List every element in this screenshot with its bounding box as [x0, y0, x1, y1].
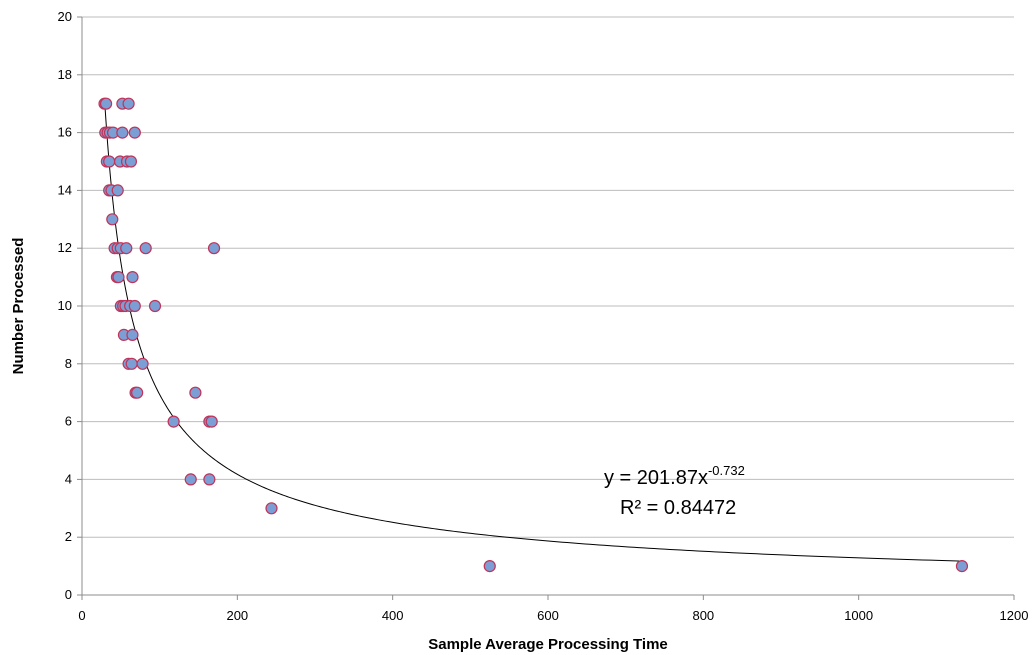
y-tick-label: 10: [58, 298, 72, 313]
y-tick-label: 6: [65, 414, 72, 429]
y-tick-label: 2: [65, 529, 72, 544]
data-point: [128, 126, 141, 139]
x-tick-label: 200: [226, 608, 248, 623]
data-point: [126, 328, 139, 341]
trendline-equation-prefix: y = 201.87x: [604, 467, 708, 489]
x-tick-label: 600: [537, 608, 559, 623]
data-point: [131, 386, 144, 399]
data-point: [126, 271, 139, 284]
gridlines: [82, 16, 1014, 538]
y-tick-label: 8: [65, 356, 72, 371]
data-point: [112, 271, 125, 284]
data-point: [111, 184, 124, 197]
y-tick-labels: 0 2 4 6 8 10 12 14 16 18 20: [58, 9, 72, 602]
y-tick-label: 16: [58, 125, 72, 140]
axes: [77, 16, 1015, 600]
x-tick-labels: 0 200 400 600 800 1000 1200: [78, 608, 1028, 623]
data-point: [136, 357, 149, 370]
y-tick-label: 18: [58, 67, 72, 82]
trendline-r-squared: R² = 0.84472: [620, 497, 736, 519]
data-point: [184, 473, 197, 486]
data-point: [148, 299, 162, 313]
y-tick-label: 14: [58, 182, 72, 197]
y-tick-label: 12: [58, 240, 72, 255]
trendline: [104, 98, 962, 562]
data-point: [205, 415, 218, 428]
data-point: [125, 357, 138, 370]
data-points: [98, 97, 969, 573]
data-point: [122, 97, 135, 110]
data-point: [207, 242, 221, 255]
x-tick-label: 1200: [1000, 608, 1029, 623]
data-point: [203, 473, 216, 486]
x-tick-label: 400: [382, 608, 404, 623]
trendline-equation-exponent: -0.732: [708, 463, 745, 478]
y-tick-label: 0: [65, 587, 72, 602]
data-point: [103, 155, 116, 168]
data-point: [139, 242, 152, 255]
data-point: [265, 502, 278, 515]
trendline-equation: y = 201.87x-0.732: [604, 463, 745, 489]
x-tick-label: 0: [78, 608, 85, 623]
y-tick-label: 4: [65, 471, 72, 486]
y-tick-label: 20: [58, 9, 72, 24]
x-axis-title: Sample Average Processing Time: [428, 636, 668, 653]
data-point: [99, 97, 113, 110]
y-axis-title: Number Processed: [10, 238, 27, 375]
data-point: [483, 559, 496, 573]
data-point: [955, 559, 969, 573]
data-point: [167, 415, 180, 428]
x-tick-label: 800: [692, 608, 714, 623]
x-tick-label: 1000: [844, 608, 873, 623]
data-point: [120, 242, 133, 255]
data-point: [124, 155, 138, 168]
data-point: [189, 386, 202, 399]
data-point: [128, 299, 141, 313]
data-point: [116, 126, 129, 139]
data-point: [106, 213, 119, 226]
